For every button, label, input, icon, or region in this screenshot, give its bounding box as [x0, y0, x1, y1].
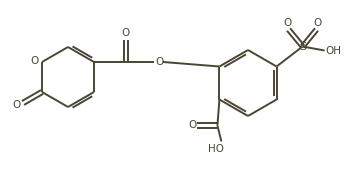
Text: S: S — [299, 42, 306, 51]
Text: O: O — [188, 121, 197, 130]
Text: O: O — [13, 100, 21, 110]
Text: O: O — [122, 28, 130, 38]
Text: O: O — [313, 19, 322, 28]
Text: O: O — [30, 56, 38, 66]
Text: O: O — [284, 19, 292, 28]
Text: O: O — [156, 57, 164, 67]
Text: HO: HO — [209, 144, 225, 154]
Text: OH: OH — [325, 45, 341, 56]
